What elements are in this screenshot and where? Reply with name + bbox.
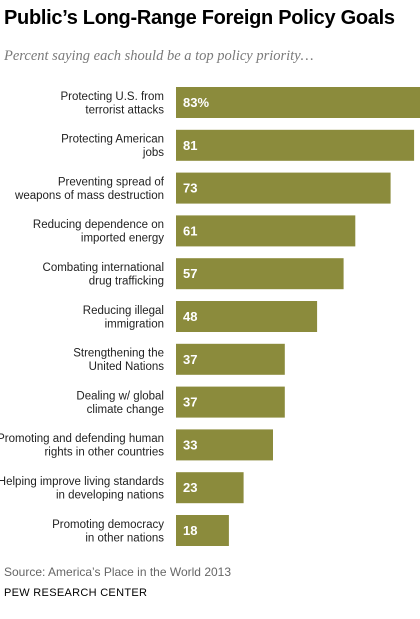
bar-value-label: 83% — [183, 95, 209, 110]
category-label: Reducing illegal immigration — [83, 305, 164, 331]
bar — [176, 343, 285, 375]
bar — [176, 429, 273, 461]
bar — [176, 386, 285, 418]
bar — [176, 472, 244, 504]
credit-line: PEW RESEARCH CENTER — [4, 587, 148, 599]
category-label: Protecting U.S. from terrorist attacks — [60, 91, 164, 117]
chart-subtitle: Percent saying each should be a top poli… — [4, 48, 314, 64]
category-label: Dealing w/ global climate change — [76, 390, 164, 416]
bar-value-label: 48 — [183, 309, 197, 324]
category-label: Protecting American jobs — [61, 134, 164, 160]
bar-chart: 83% Protecting U.S. from terrorist attacks… — [0, 87, 420, 546]
bar — [176, 258, 344, 290]
chart-title: Public’s Long-Range Foreign Policy Goals — [4, 7, 395, 29]
bar — [176, 301, 318, 332]
source-note: Source: America’s Place in the World 201… — [4, 565, 232, 579]
bar — [176, 129, 415, 161]
bar-value-label: 37 — [183, 352, 197, 367]
category-label: Promoting and defending human rights in o… — [0, 433, 164, 459]
bar-value-label: 37 — [183, 395, 197, 410]
bar — [176, 515, 229, 546]
bar-value-label: 18 — [183, 523, 197, 538]
category-label: Promoting democracy in other nations — [52, 519, 164, 545]
bar-value-label: 81 — [183, 138, 197, 153]
bar — [176, 172, 391, 204]
bar-value-label: 23 — [183, 480, 197, 495]
category-label: Reducing dependence on imported energy — [33, 219, 164, 245]
bar-value-label: 73 — [183, 181, 197, 196]
bar-value-label: 57 — [183, 266, 197, 281]
category-label: Helping improve living standards in devel… — [0, 476, 164, 502]
category-label: Strengthening the United Nations — [73, 348, 164, 374]
bar-value-label: 61 — [183, 223, 197, 238]
bar — [176, 215, 356, 247]
category-label: Combating international drug trafficking — [43, 262, 164, 288]
bar — [176, 87, 420, 118]
category-label: Preventing spread of weapons of mass dest… — [14, 176, 165, 202]
bar-value-label: 33 — [183, 437, 197, 452]
